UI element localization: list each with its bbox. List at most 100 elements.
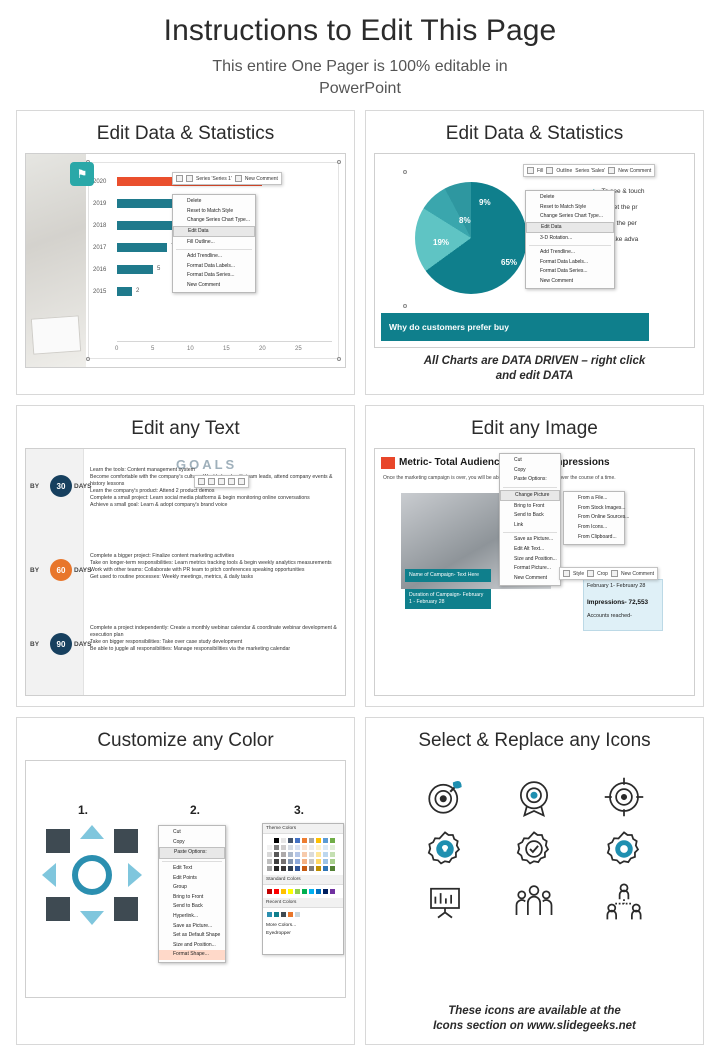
menu-item-edit-alt-text[interactable]: Edit Alt Text... <box>514 546 545 553</box>
menu-item-edit-data[interactable]: Edit Data <box>173 225 255 238</box>
color-swatch[interactable] <box>301 844 308 851</box>
shape-corner[interactable] <box>114 897 138 921</box>
menu-item-cut[interactable]: Cut <box>173 829 181 836</box>
picture-mini-toolbar[interactable]: Style Crop New Comment <box>559 567 659 580</box>
menu-item-link[interactable]: Link <box>514 521 524 528</box>
color-picker-panel[interactable]: Theme Colors <box>262 823 344 955</box>
color-swatch[interactable] <box>266 911 273 918</box>
italic-icon[interactable] <box>208 478 215 485</box>
color-swatch[interactable] <box>294 865 301 872</box>
color-swatch[interactable] <box>308 837 315 844</box>
context-menu[interactable]: Cut Copy Paste Options: Change Picture B… <box>499 453 561 587</box>
color-swatch[interactable] <box>280 837 287 844</box>
menu-item-add-trendline[interactable]: Add Trendline... <box>187 253 223 260</box>
menu-item-bring-to-front[interactable]: Bring to Front <box>173 893 204 900</box>
shape-arrow-up[interactable] <box>80 825 104 839</box>
color-swatch[interactable] <box>287 837 294 844</box>
color-swatch[interactable] <box>315 865 322 872</box>
menu-item-send-to-back[interactable]: Send to Back <box>514 512 544 519</box>
menu-item-reset-style[interactable]: Reset to Match Style <box>187 207 234 214</box>
menu-item-size-position[interactable]: Size and Position... <box>173 941 216 948</box>
shape-arrow-down[interactable] <box>80 911 104 925</box>
editable-shape-group[interactable] <box>42 825 142 925</box>
menu-item-copy[interactable]: Copy <box>514 466 526 473</box>
color-swatch[interactable] <box>294 888 301 895</box>
menu-item-change-type[interactable]: Change Series Chart Type... <box>540 213 603 220</box>
color-swatch[interactable] <box>273 888 280 895</box>
shape-arrow-left[interactable] <box>42 863 56 887</box>
theme-swatch-row[interactable] <box>266 837 340 844</box>
menu-item-delete[interactable]: Delete <box>540 194 555 201</box>
fill-icon[interactable] <box>527 167 534 174</box>
menu-item-format-picture[interactable]: Format Picture... <box>514 565 551 572</box>
new-comment-label[interactable]: New Comment <box>620 570 655 577</box>
menu-item-paste-options[interactable]: Paste Options: <box>514 476 547 483</box>
menu-item-format-series[interactable]: Format Data Series... <box>187 272 235 279</box>
color-swatch[interactable] <box>308 858 315 865</box>
color-swatch[interactable] <box>294 844 301 851</box>
color-swatch[interactable] <box>280 888 287 895</box>
color-swatch[interactable] <box>301 888 308 895</box>
color-swatch[interactable] <box>329 865 336 872</box>
selection-handle[interactable] <box>86 357 90 361</box>
menu-item-save-as-picture[interactable]: Save as Picture... <box>173 922 213 929</box>
color-swatch[interactable] <box>329 844 336 851</box>
menu-item-edit-text[interactable]: Edit Text <box>173 865 193 872</box>
color-swatch[interactable] <box>315 888 322 895</box>
color-swatch[interactable] <box>266 865 273 872</box>
color-swatch[interactable] <box>266 888 273 895</box>
shape-arrow-right[interactable] <box>128 863 142 887</box>
gear-bulb-icon[interactable] <box>424 828 466 870</box>
color-swatch[interactable] <box>287 844 294 851</box>
chart-fill-icon[interactable] <box>186 175 193 182</box>
color-swatch[interactable] <box>287 911 294 918</box>
color-swatch[interactable] <box>280 911 287 918</box>
color-swatch[interactable] <box>322 837 329 844</box>
menu-item-change-picture[interactable]: Change Picture <box>500 489 560 502</box>
color-swatch[interactable] <box>315 851 322 858</box>
comment-icon[interactable] <box>234 175 242 182</box>
presentation-board-icon[interactable] <box>424 880 466 922</box>
bold-icon[interactable] <box>198 478 205 485</box>
menu-item-fill-outline[interactable]: Fill Outline... <box>187 238 215 245</box>
theme-swatch-row[interactable] <box>266 858 340 865</box>
shape-ring[interactable] <box>72 855 112 895</box>
shape-corner[interactable] <box>46 829 70 853</box>
menu-item-3d-rotation[interactable]: 3-D Rotation... <box>540 234 573 241</box>
crop-label[interactable]: Crop <box>597 570 608 577</box>
comment-icon[interactable] <box>608 167 616 174</box>
selection-handle[interactable] <box>337 357 341 361</box>
color-swatch[interactable] <box>308 851 315 858</box>
menu-item-new-comment[interactable]: New Comment <box>514 574 548 581</box>
target-scope-icon[interactable] <box>603 776 645 818</box>
menu-item-bring-to-front[interactable]: Bring to Front <box>514 502 545 509</box>
color-swatch[interactable] <box>273 865 280 872</box>
color-swatch[interactable] <box>273 844 280 851</box>
context-menu[interactable]: Delete Reset to Match Style Change Serie… <box>172 194 256 294</box>
color-swatch[interactable] <box>287 858 294 865</box>
menu-item-size-position[interactable]: Size and Position... <box>514 555 557 562</box>
color-swatch[interactable] <box>273 858 280 865</box>
people-group-icon[interactable] <box>513 880 555 922</box>
chart-mini-toolbar[interactable]: Series 'Series 1' New Comment <box>172 172 282 185</box>
menu-item-add-trendline[interactable]: Add Trendline... <box>540 249 576 256</box>
style-label[interactable]: Style <box>573 570 585 577</box>
menu-item-cut[interactable]: Cut <box>514 457 522 464</box>
target-leaf-icon[interactable] <box>424 776 466 818</box>
color-swatch[interactable] <box>287 888 294 895</box>
color-swatch[interactable] <box>322 851 329 858</box>
fill-label[interactable]: Fill <box>537 167 544 174</box>
color-swatch[interactable] <box>329 888 336 895</box>
color-swatch[interactable] <box>315 858 322 865</box>
context-menu[interactable]: Delete Reset to Match Style Change Serie… <box>525 190 615 290</box>
recent-swatch-row[interactable] <box>266 911 340 918</box>
menu-item-change-type[interactable]: Change Series Chart Type... <box>187 217 250 224</box>
menu-item-format-series[interactable]: Format Data Series... <box>540 268 588 275</box>
color-swatch[interactable] <box>266 858 273 865</box>
color-swatch[interactable] <box>322 844 329 851</box>
color-swatch[interactable] <box>294 851 301 858</box>
color-swatch[interactable] <box>301 851 308 858</box>
text-format-toolbar[interactable] <box>194 475 249 488</box>
color-swatch[interactable] <box>308 888 315 895</box>
submenu-item-from-file[interactable]: From a File... <box>578 495 608 502</box>
